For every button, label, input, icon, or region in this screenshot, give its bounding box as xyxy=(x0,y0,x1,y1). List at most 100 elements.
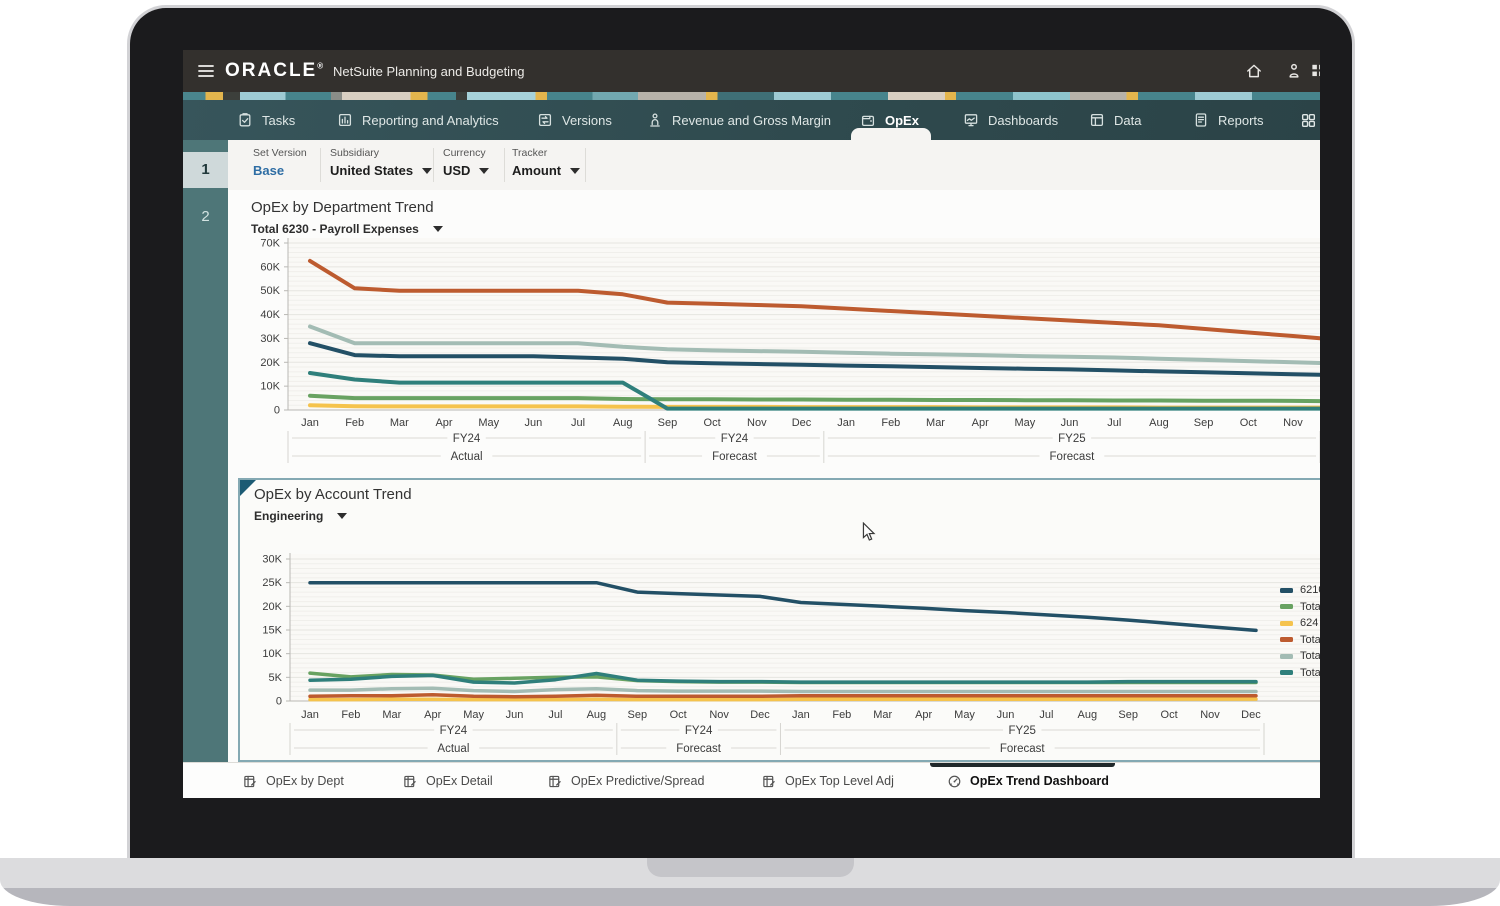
svg-text:Jan: Jan xyxy=(792,709,810,721)
nav-tab-reports[interactable]: Reports xyxy=(1193,100,1264,140)
nav-tab-data[interactable]: Data xyxy=(1089,100,1141,140)
sheet-icon xyxy=(762,774,777,789)
svg-text:FY24: FY24 xyxy=(685,725,713,737)
legend-label: 6210 xyxy=(1300,584,1320,596)
sheet-icon xyxy=(403,774,418,789)
revenue-icon xyxy=(647,112,663,128)
svg-text:FY24: FY24 xyxy=(453,433,481,445)
filter-set-version[interactable]: Set VersionBase xyxy=(253,147,307,178)
bottom-tab-opex-top-level-adj[interactable]: OpEx Top Level Adj xyxy=(762,763,894,798)
filter-value[interactable]: Base xyxy=(253,163,307,178)
bottom-tab-opex-detail[interactable]: OpEx Detail xyxy=(403,763,493,798)
top-navigation: Tasks Reporting and Analytics Versions Reve… xyxy=(183,100,1320,140)
svg-text:Forecast: Forecast xyxy=(1000,743,1046,755)
svg-text:Dec: Dec xyxy=(750,709,770,721)
bottom-tab-opex-trend-dashboard[interactable]: OpEx Trend Dashboard xyxy=(947,763,1109,798)
waffle-grid-icon[interactable] xyxy=(1300,112,1317,129)
legend-swatch-icon xyxy=(1280,637,1293,642)
svg-text:Actual: Actual xyxy=(451,451,483,463)
app-screen: ORACLE® NetSuite Planning and Budgeting … xyxy=(183,50,1320,798)
product-title: NetSuite Planning and Budgeting xyxy=(333,64,525,79)
legend-item[interactable]: 6210 xyxy=(1280,582,1320,599)
legend-item[interactable]: Tota xyxy=(1280,648,1320,665)
gauge-icon xyxy=(947,774,962,789)
svg-text:FY24: FY24 xyxy=(440,725,468,737)
apps-icon[interactable] xyxy=(1309,62,1320,80)
filter-subsidiary[interactable]: SubsidiaryUnited States xyxy=(330,147,432,178)
svg-text:Aug: Aug xyxy=(1149,417,1169,429)
filter-value[interactable]: United States xyxy=(330,163,432,178)
legend-item[interactable]: Tota xyxy=(1280,632,1320,649)
svg-text:30K: 30K xyxy=(260,333,280,345)
filter-divider xyxy=(585,148,586,182)
account-trend-dimension-select[interactable]: Engineering xyxy=(254,509,347,523)
opex-icon xyxy=(860,112,876,128)
svg-text:5K: 5K xyxy=(269,672,283,684)
nav-tab-revenue-and-gross-margin[interactable]: Revenue and Gross Margin xyxy=(647,100,831,140)
legend-item[interactable]: Tota xyxy=(1280,599,1320,616)
svg-text:Jan: Jan xyxy=(837,417,855,429)
nav-tab-label: Data xyxy=(1114,113,1141,128)
account-trend-panel[interactable]: OpEx by Account Trend Engineering 05K10K… xyxy=(238,478,1320,762)
sidebar-step-2[interactable]: 2 xyxy=(183,202,228,232)
filter-value[interactable]: USD xyxy=(443,163,489,178)
svg-text:Oct: Oct xyxy=(670,709,687,721)
legend-label: Tota xyxy=(1300,667,1320,679)
svg-text:20K: 20K xyxy=(260,357,280,369)
nav-tab-label: OpEx xyxy=(885,113,919,128)
svg-text:Mar: Mar xyxy=(926,417,945,429)
laptop-base xyxy=(0,858,1500,906)
svg-text:Feb: Feb xyxy=(341,709,360,721)
svg-text:Jul: Jul xyxy=(548,709,562,721)
filter-currency[interactable]: CurrencyUSD xyxy=(443,147,489,178)
svg-text:Dec: Dec xyxy=(1241,709,1261,721)
filter-value[interactable]: Amount xyxy=(512,163,580,178)
bottom-tab-opex-by-dept[interactable]: OpEx by Dept xyxy=(243,763,344,798)
svg-text:Apr: Apr xyxy=(915,709,932,721)
svg-text:Apr: Apr xyxy=(972,417,989,429)
svg-text:Oct: Oct xyxy=(1161,709,1178,721)
svg-text:May: May xyxy=(463,709,484,721)
dept-trend-chart: 010K20K30K40K50K60K70KJanFebMarAprMayJun… xyxy=(228,238,1320,472)
person-icon[interactable] xyxy=(1285,62,1303,80)
dashboard-content: OpEx by Department Trend Total 6230 - Pa… xyxy=(228,190,1320,762)
svg-text:Jan: Jan xyxy=(301,709,319,721)
versions-icon xyxy=(537,112,553,128)
svg-text:Jul: Jul xyxy=(1107,417,1121,429)
menu-icon[interactable] xyxy=(197,63,215,79)
legend-swatch-icon xyxy=(1280,604,1293,609)
svg-text:May: May xyxy=(954,709,975,721)
svg-text:Nov: Nov xyxy=(747,417,767,429)
svg-text:20K: 20K xyxy=(262,601,282,613)
sidebar-step-1[interactable]: 1 xyxy=(183,152,228,188)
nav-tab-opex[interactable]: OpEx xyxy=(860,100,919,140)
nav-tab-versions[interactable]: Versions xyxy=(537,100,612,140)
filter-tracker[interactable]: TrackerAmount xyxy=(512,147,580,178)
account-trend-chart: 05K10K15K20K25K30KJanFebMarAprMayJunJulA… xyxy=(240,546,1320,756)
legend-item[interactable]: Tota xyxy=(1280,665,1320,682)
laptop-mockup: ORACLE® NetSuite Planning and Budgeting … xyxy=(0,0,1500,906)
chart-legend: 6210Tota624TotaTotaTota xyxy=(1280,582,1320,681)
legend-label: Tota xyxy=(1300,634,1320,646)
svg-text:Jul: Jul xyxy=(571,417,585,429)
svg-text:Sep: Sep xyxy=(1194,417,1214,429)
svg-text:0: 0 xyxy=(274,405,280,417)
svg-text:Apr: Apr xyxy=(435,417,452,429)
legend-item[interactable]: 624 xyxy=(1280,615,1320,632)
svg-text:Nov: Nov xyxy=(1200,709,1220,721)
home-icon[interactable] xyxy=(1245,62,1263,80)
svg-text:Oct: Oct xyxy=(1240,417,1257,429)
nav-tab-tasks[interactable]: Tasks xyxy=(237,100,295,140)
nav-tab-dashboards[interactable]: Dashboards xyxy=(963,100,1058,140)
svg-text:Jul: Jul xyxy=(1039,709,1053,721)
legend-swatch-icon xyxy=(1280,670,1293,675)
nav-tab-reporting-and-analytics[interactable]: Reporting and Analytics xyxy=(337,100,499,140)
laptop-notch xyxy=(647,858,854,877)
svg-text:Nov: Nov xyxy=(709,709,729,721)
bottom-tab-opex-predictive-spread[interactable]: OpEx Predictive/Spread xyxy=(548,763,704,798)
nav-tab-label: Reports xyxy=(1218,113,1264,128)
dept-trend-dimension-select[interactable]: Total 6230 - Payroll Expenses xyxy=(251,222,443,236)
nav-tab-label: Dashboards xyxy=(988,113,1058,128)
svg-text:70K: 70K xyxy=(260,238,280,250)
svg-text:Feb: Feb xyxy=(832,709,851,721)
